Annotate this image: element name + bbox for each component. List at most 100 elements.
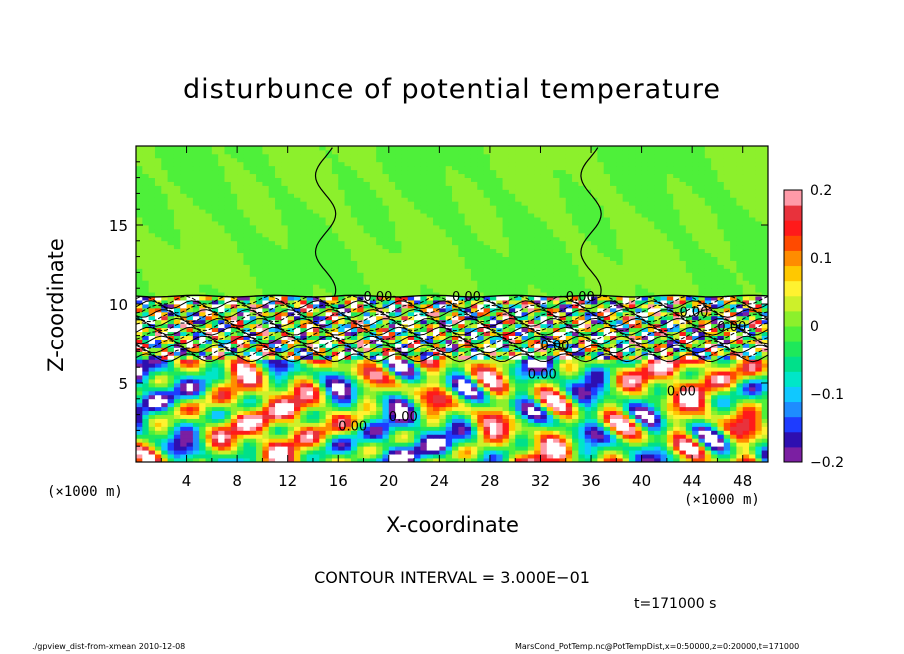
heatmap-cell <box>755 418 763 423</box>
heatmap-cell <box>717 438 725 443</box>
heatmap-cell <box>445 418 453 423</box>
heatmap-cell <box>654 268 661 273</box>
heatmap-cell <box>192 398 200 404</box>
heatmap-cell <box>749 379 756 384</box>
heatmap-cell <box>173 414 181 419</box>
heatmap-cell <box>325 347 333 352</box>
heatmap-cell <box>654 319 661 325</box>
heatmap-cell <box>749 268 756 273</box>
heatmap-cell <box>388 355 396 360</box>
heatmap-cell <box>376 426 383 431</box>
heatmap-cell <box>136 363 143 368</box>
heatmap-cell <box>458 343 466 348</box>
heatmap-cell <box>420 311 428 317</box>
heatmap-cell <box>363 386 371 392</box>
heatmap-cell <box>603 375 611 380</box>
heatmap-cell <box>300 331 308 336</box>
heatmap-cell <box>685 442 693 447</box>
heatmap-cell <box>755 390 763 396</box>
heatmap-cell <box>610 311 617 317</box>
heatmap-cell <box>723 304 731 309</box>
heatmap-cell <box>199 422 206 427</box>
heatmap-cell <box>515 268 522 273</box>
heatmap-cell <box>382 315 390 321</box>
heatmap-cell <box>572 390 579 396</box>
heatmap-cell <box>312 284 320 289</box>
heatmap-cell <box>666 315 674 321</box>
heatmap-cell <box>230 379 238 384</box>
heatmap-cell <box>641 323 649 329</box>
heatmap-cell <box>584 438 592 443</box>
heatmap-cell <box>502 414 510 419</box>
heatmap-cell <box>679 450 687 455</box>
heatmap-cell <box>628 390 636 396</box>
heatmap-cell <box>742 450 750 455</box>
heatmap-cell <box>616 351 624 356</box>
heatmap-cell <box>496 386 503 392</box>
heatmap-cell <box>628 418 636 423</box>
heatmap-cell <box>407 410 415 415</box>
heatmap-cell <box>603 276 611 281</box>
heatmap-cell <box>243 319 251 325</box>
heatmap-cell <box>521 371 529 376</box>
heatmap-cell <box>610 363 617 368</box>
heatmap-cell <box>154 418 162 423</box>
heatmap-cell <box>666 367 674 372</box>
heatmap-cell <box>243 268 251 273</box>
heatmap-cell <box>673 319 680 325</box>
heatmap-cell <box>704 355 712 360</box>
heatmap-cell <box>603 363 611 368</box>
heatmap-cell <box>312 398 320 404</box>
heatmap-cell <box>180 386 187 392</box>
heatmap-cell <box>186 292 194 297</box>
heatmap-cell <box>218 410 225 415</box>
heatmap-cell <box>180 331 187 336</box>
heatmap-cell <box>218 406 225 412</box>
heatmap-cell <box>319 284 326 289</box>
heatmap-cell <box>452 375 459 380</box>
heatmap-cell <box>477 319 484 325</box>
heatmap-cell <box>218 367 225 372</box>
heatmap-cell <box>268 442 276 447</box>
heatmap-cell <box>565 402 573 408</box>
heatmap-cell <box>610 307 617 313</box>
heatmap-cell <box>167 371 175 376</box>
heatmap-cell <box>578 446 586 451</box>
heatmap-cell <box>369 347 377 352</box>
heatmap-cell <box>388 438 396 443</box>
heatmap-cell <box>199 438 206 443</box>
heatmap-cell <box>521 311 529 317</box>
heatmap-cell <box>243 292 251 297</box>
heatmap-cell <box>502 315 510 321</box>
heatmap-cell <box>591 414 598 419</box>
heatmap-cell <box>338 418 345 423</box>
heatmap-cell <box>559 327 567 333</box>
heatmap-cell <box>369 355 377 360</box>
heatmap-cell <box>199 394 206 400</box>
heatmap-cell <box>603 438 611 443</box>
heatmap-cell <box>565 300 573 305</box>
heatmap-cell <box>458 402 466 408</box>
heatmap-cell <box>717 414 725 419</box>
heatmap-cell <box>439 315 447 321</box>
heatmap-cell <box>761 379 768 384</box>
heatmap-cell <box>180 307 187 313</box>
heatmap-cell <box>211 304 219 309</box>
heatmap-cell <box>142 339 150 344</box>
heatmap-cell <box>414 288 421 293</box>
heatmap-cell <box>610 371 617 376</box>
heatmap-cell <box>635 300 642 305</box>
heatmap-cell <box>350 343 358 348</box>
heatmap-cell <box>717 307 725 313</box>
plot-area: 0.00 0.00 0.000.000.000.000.000.000.000.00 <box>135 145 769 463</box>
heatmap-cell <box>521 323 529 329</box>
heatmap-cell <box>654 450 661 455</box>
heatmap-cell <box>559 331 567 336</box>
heatmap-cell <box>692 406 699 412</box>
heatmap-cell <box>534 383 541 388</box>
heatmap-cell <box>717 319 725 325</box>
heatmap-cell <box>161 426 168 431</box>
heatmap-cell <box>553 414 560 419</box>
heatmap-cell <box>262 446 270 451</box>
heatmap-cell <box>142 383 150 388</box>
